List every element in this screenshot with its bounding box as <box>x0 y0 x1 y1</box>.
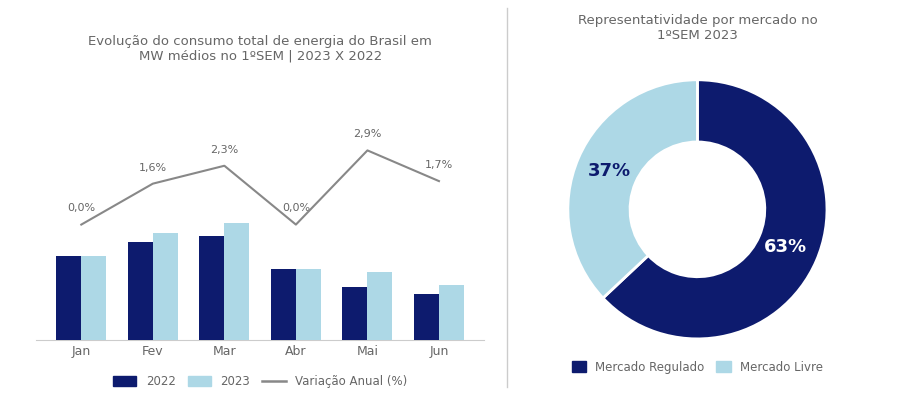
Bar <box>439 285 464 395</box>
Title: Evolução do consumo total de energia do Brasil em
MW médios no 1ºSEM | 2023 X 20: Evolução do consumo total de energia do … <box>88 35 432 63</box>
Bar <box>414 294 439 395</box>
Bar <box>57 256 82 395</box>
Text: 63%: 63% <box>764 239 807 256</box>
Wedge shape <box>603 80 827 339</box>
Text: 1,7%: 1,7% <box>425 160 453 170</box>
Bar <box>152 233 178 395</box>
Bar <box>296 269 321 395</box>
Bar <box>127 242 152 395</box>
Bar <box>271 269 296 395</box>
Text: 0,0%: 0,0% <box>67 203 95 213</box>
Text: 37%: 37% <box>588 162 631 180</box>
Wedge shape <box>568 80 698 298</box>
Bar <box>343 287 368 395</box>
Legend: Mercado Regulado, Mercado Livre: Mercado Regulado, Mercado Livre <box>567 356 828 378</box>
Bar <box>224 223 249 395</box>
Legend: 2022, 2023, Variação Anual (%): 2022, 2023, Variação Anual (%) <box>108 371 413 393</box>
Text: 0,0%: 0,0% <box>282 203 310 213</box>
Bar <box>368 272 393 395</box>
Bar <box>199 236 224 395</box>
Text: 2,9%: 2,9% <box>353 129 381 139</box>
Text: 1,6%: 1,6% <box>139 163 167 173</box>
Bar <box>82 256 107 395</box>
Text: 2,3%: 2,3% <box>210 145 239 154</box>
Title: Representatividade por mercado no
1ºSEM 2023: Representatividade por mercado no 1ºSEM … <box>578 14 817 42</box>
